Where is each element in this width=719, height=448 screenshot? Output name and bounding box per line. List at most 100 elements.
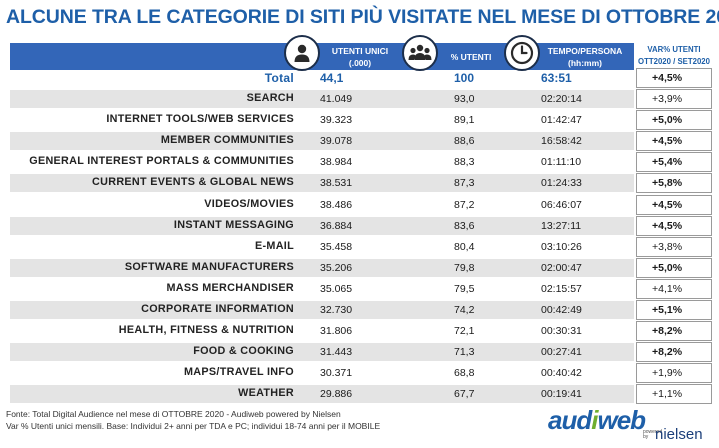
row-category: VIDEOS/MOVIES — [204, 198, 294, 210]
table-row: SOFTWARE MANUFACTURERS 35.206 79,8 02:00:47 — [10, 259, 634, 277]
row-utenti-unici: 30.371 — [320, 367, 353, 379]
table-row: WEATHER 29.886 67,7 00:19:41 — [10, 385, 634, 403]
logo-powered-by: powered by — [643, 429, 663, 440]
row-tempo-persona: 01:24:33 — [541, 177, 582, 189]
header-var-utenti: VAR% UTENTI OTT2020 / SET2020 — [638, 45, 710, 66]
row-var-utenti: +4,5% — [652, 135, 683, 147]
row-perc-utenti: 89,1 — [454, 114, 475, 126]
row-tempo-persona: 13:27:11 — [541, 220, 582, 232]
row-var-utenti: +5,4% — [652, 156, 683, 168]
footer-note: Var % Utenti unici mensili. Base: Indivi… — [6, 421, 381, 431]
row-category: E-MAIL — [255, 240, 294, 252]
table-row: INTERNET TOOLS/WEB SERVICES 39.323 89,1 01:… — [10, 111, 634, 129]
total-label: Total — [264, 71, 294, 85]
row-var-utenti: +3,9% — [652, 93, 683, 105]
var-cell — [636, 300, 712, 320]
table-row: HEALTH, FITNESS & NUTRITION 31.806 72,1 00:… — [10, 322, 634, 340]
table-row: MEMBER COMMUNITIES 39.078 88,6 16:58:42 — [10, 132, 634, 150]
row-utenti-unici: 38.531 — [320, 177, 353, 189]
var-cell — [636, 258, 712, 278]
row-var-utenti: +5,0% — [652, 262, 683, 274]
row-utenti-unici: 35.065 — [320, 283, 353, 295]
var-cell — [636, 131, 712, 151]
row-category: INTERNET TOOLS/WEB SERVICES — [106, 113, 294, 125]
row-perc-utenti: 71,3 — [454, 346, 475, 358]
row-utenti-unici: 32.730 — [320, 304, 353, 316]
audiweb-logo-text: audiweb — [548, 405, 646, 435]
var-cell-total — [636, 68, 712, 88]
row-tempo-persona: 00:27:41 — [541, 346, 582, 358]
var-cell — [636, 384, 712, 404]
row-var-utenti: +4,5% — [652, 199, 683, 211]
row-tempo-persona: 01:42:47 — [541, 114, 582, 126]
row-utenti-unici: 35.206 — [320, 262, 353, 274]
var-cell — [636, 110, 712, 130]
var-cell — [636, 342, 712, 362]
row-tempo-persona: 00:19:41 — [541, 388, 582, 400]
row-utenti-unici: 31.806 — [320, 325, 353, 337]
row-utenti-unici: 38.984 — [320, 156, 353, 168]
header-perc-utenti: % UTENTI — [450, 52, 492, 62]
row-var-utenti: +8,2% — [652, 325, 683, 337]
row-perc-utenti: 72,1 — [454, 325, 475, 337]
row-tempo-persona: 02:20:14 — [541, 93, 582, 105]
row-perc-utenti: 93,0 — [454, 93, 475, 105]
var-cell — [636, 173, 712, 193]
row-perc-utenti: 88,6 — [454, 135, 475, 147]
row-category: MEMBER COMMUNITIES — [160, 134, 294, 146]
row-category: MASS MERCHANDISER — [166, 282, 294, 294]
row-category: SEARCH — [246, 92, 294, 104]
row-var-utenti: +5,0% — [652, 114, 683, 126]
audiweb-nielsen-logo: audiweb powered by nielsen — [548, 405, 716, 445]
row-utenti-unici: 35.458 — [320, 241, 353, 253]
total-var: +4,5% — [652, 72, 683, 84]
row-var-utenti: +5,1% — [652, 304, 683, 316]
total-utenti: 44,1 — [320, 71, 344, 85]
row-var-utenti: +8,2% — [652, 346, 683, 358]
header-tempo-persona: TEMPO/PERSONA (hh:mm) — [547, 46, 623, 68]
row-tempo-persona: 02:00:47 — [541, 262, 582, 274]
row-tempo-persona: 00:42:49 — [541, 304, 582, 316]
group-icon — [402, 35, 438, 71]
row-var-utenti: +1,9% — [652, 367, 683, 379]
row-var-utenti: +3,8% — [652, 241, 683, 253]
table-row: CURRENT EVENTS & GLOBAL NEWS 38.531 87,3 01… — [10, 174, 634, 192]
clock-icon — [504, 35, 540, 71]
row-tempo-persona: 02:15:57 — [541, 283, 582, 295]
table-row: VIDEOS/MOVIES 38.486 87,2 06:46:07 — [10, 196, 634, 214]
row-category: CURRENT EVENTS & GLOBAL NEWS — [92, 176, 294, 188]
row-perc-utenti: 83,6 — [454, 220, 475, 232]
row-category: FOOD & COOKING — [193, 345, 294, 357]
var-cell — [636, 279, 712, 299]
row-perc-utenti: 87,2 — [454, 199, 475, 211]
total-perc: 100 — [454, 71, 475, 85]
row-utenti-unici: 31.443 — [320, 346, 353, 358]
header-utenti-unici: UTENTI UNICI (.000) — [331, 46, 389, 68]
row-perc-utenti: 68,8 — [454, 367, 475, 379]
row-tempo-persona: 16:58:42 — [541, 135, 582, 147]
row-perc-utenti: 87,3 — [454, 177, 475, 189]
row-utenti-unici: 36.884 — [320, 220, 353, 232]
row-tempo-persona: 00:30:31 — [541, 325, 582, 337]
nielsen-logo-text: nielsen — [655, 426, 703, 443]
total-tempo: 63:51 — [541, 71, 572, 85]
row-tempo-persona: 00:40:42 — [541, 367, 582, 379]
row-utenti-unici: 39.323 — [320, 114, 353, 126]
var-cell — [636, 152, 712, 172]
row-utenti-unici: 41.049 — [320, 93, 353, 105]
row-tempo-persona: 03:10:26 — [541, 241, 582, 253]
row-category: SOFTWARE MANUFACTURERS — [124, 261, 294, 273]
person-icon — [284, 35, 320, 71]
row-category: HEALTH, FITNESS & NUTRITION — [118, 324, 294, 336]
row-var-utenti: +5,8% — [652, 177, 683, 189]
table-row: MASS MERCHANDISER 35.065 79,5 02:15:57 — [10, 280, 634, 298]
row-utenti-unici: 39.078 — [320, 135, 353, 147]
row-category: INSTANT MESSAGING — [173, 219, 294, 231]
table-row: INSTANT MESSAGING 36.884 83,6 13:27:11 — [10, 217, 634, 235]
row-tempo-persona: 01:11:10 — [541, 156, 582, 168]
row-category: GENERAL INTEREST PORTALS & COMMUNITIES — [29, 155, 294, 167]
var-cell — [636, 89, 712, 109]
page-title: ALCUNE TRA LE CATEGORIE DI SITI PIÙ VISI… — [6, 6, 719, 28]
row-perc-utenti: 79,8 — [454, 262, 475, 274]
row-tempo-persona: 06:46:07 — [541, 199, 582, 211]
